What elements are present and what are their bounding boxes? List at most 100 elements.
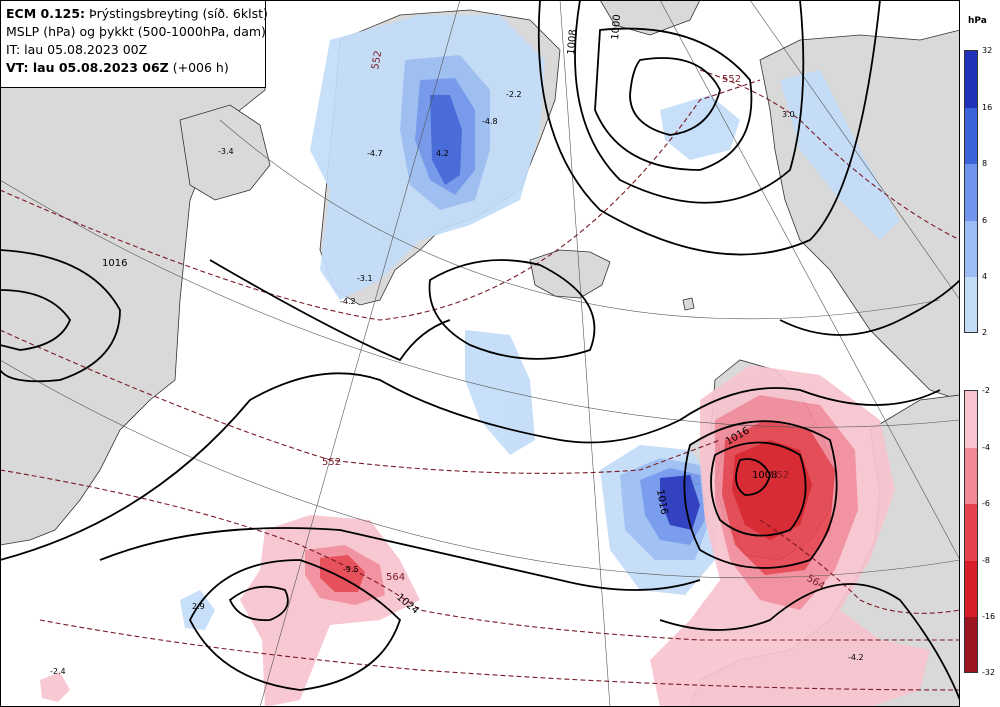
- thickness-label: 552: [322, 457, 341, 468]
- rise-color-32: [965, 51, 977, 108]
- isobar-label: 1008: [566, 29, 579, 55]
- isobar: [574, 0, 805, 204]
- legend-unit: hPa: [968, 16, 987, 26]
- value-label: -4.7: [367, 149, 383, 158]
- thickness-contour: [0, 469, 960, 641]
- isobar: [99, 527, 701, 591]
- fall-color-2: [965, 391, 977, 448]
- fall-color-16: [965, 617, 977, 672]
- value-label: -4.2: [340, 297, 356, 306]
- fall-color-4: [965, 448, 977, 504]
- rise-tick: 4: [982, 272, 988, 281]
- isobar: [537, 0, 881, 256]
- parallel-line: [0, 359, 961, 579]
- rise-area-southwest: [180, 590, 215, 630]
- meridian-line: [749, 0, 961, 301]
- rise-color-16: [965, 108, 977, 164]
- isobar: [0, 289, 72, 351]
- pressure-rise-layer: [180, 15, 900, 630]
- land-svalbard: [599, 0, 701, 36]
- thickness-contour: [759, 519, 961, 614]
- color-legend: hPa 32 16 8 6 4 2 -2 -4 -6 -8 -16 -32: [960, 0, 1000, 707]
- isobar: [629, 57, 721, 136]
- isobar: [228, 585, 289, 622]
- parallel-line: [219, 119, 941, 320]
- isobar-label: 1008: [752, 470, 777, 481]
- isobar: [188, 559, 402, 691]
- value-label: -2.2: [506, 90, 522, 99]
- fall-tick: -4: [982, 443, 990, 452]
- pressure-fall-layer: [40, 365, 930, 707]
- fall-area-far-sw: [40, 672, 70, 702]
- forecast-hour: (+006 h): [172, 60, 229, 75]
- value-label: 2.9: [192, 602, 205, 611]
- fall-tick: -32: [982, 668, 996, 677]
- land-iceland: [529, 249, 611, 299]
- rise-area-atlantic-max: [660, 475, 700, 530]
- isobar: [594, 27, 753, 171]
- rise-colorbar: [964, 50, 978, 333]
- isobar: [0, 249, 121, 383]
- isobar: [0, 372, 941, 561]
- isobar: [209, 259, 451, 362]
- thickness-label: 552: [370, 50, 384, 71]
- isobar: [779, 279, 961, 336]
- isobar-label: 1000: [610, 14, 623, 40]
- fall-area-atlantic-strong: [320, 555, 365, 592]
- fall-color-8: [965, 561, 977, 617]
- title-line: ECM 0.125: Þrýstingsbreyting (síð. 6klst…: [6, 5, 268, 23]
- rise-color-4: [965, 277, 977, 332]
- rise-area-ice-sea: [465, 330, 535, 455]
- thickness-contour: [39, 619, 961, 691]
- rise-color-6: [965, 221, 977, 277]
- subtitle-line: MSLP (hPa) og þykkt (500-1000hPa, dam): [6, 24, 266, 39]
- isobar: [710, 441, 807, 537]
- isobar-label: 1016: [102, 258, 127, 269]
- isobar: [683, 420, 838, 569]
- fall-tick: -8: [982, 556, 990, 565]
- info-box: ECM 0.125: Þrýstingsbreyting (síð. 6klst…: [0, 0, 268, 88]
- rise-tick: 2: [982, 328, 988, 337]
- fall-color-6: [965, 504, 977, 561]
- value-label: -9.5: [343, 565, 359, 574]
- rise-tick: 8: [982, 159, 988, 168]
- rise-area-greenland-max: [430, 95, 462, 185]
- isobar: [659, 583, 961, 701]
- fall-tick: -2: [982, 386, 990, 395]
- meridian-line: [559, 0, 611, 707]
- fall-tick: -16: [982, 612, 996, 621]
- init-time: IT: lau 05.08.2023 00Z: [6, 42, 148, 57]
- meridian-line: [659, 0, 961, 561]
- fall-colorbar: [964, 390, 978, 673]
- thickness-contour: [0, 79, 761, 321]
- value-label: 3.0: [782, 110, 795, 119]
- isobar-layer: [0, 0, 961, 701]
- isobar-label: 1016: [654, 489, 669, 516]
- valid-time-line: VT: lau 05.08.2023 06Z (+006 h): [6, 59, 260, 77]
- isobar: [428, 259, 596, 360]
- parallel-line: [0, 179, 961, 428]
- thickness-label: 552: [722, 74, 741, 85]
- variable-name: Þrýstingsbreyting (síð. 6klst): [89, 6, 268, 21]
- rise-tick: 16: [982, 103, 993, 112]
- value-label: -3.4: [218, 147, 234, 156]
- fall-tick: -6: [982, 499, 990, 508]
- thickness-layer: [0, 69, 961, 691]
- value-label: 4.2: [436, 149, 449, 158]
- thickness-label: 552: [770, 470, 789, 481]
- rise-area-norway: [660, 95, 740, 160]
- rise-area-scandinavia: [780, 70, 900, 240]
- graticule-layer: [0, 0, 961, 707]
- valid-time: VT: lau 05.08.2023 06Z: [6, 60, 169, 75]
- model-name: ECM 0.125:: [6, 6, 86, 21]
- land-faroe: [682, 297, 695, 311]
- value-label: -4.8: [482, 117, 498, 126]
- value-label: -3.1: [357, 274, 373, 283]
- land-baffin: [179, 104, 271, 201]
- value-label: -2.4: [50, 667, 66, 676]
- rise-tick: 32: [982, 46, 993, 55]
- value-label: -4.2: [848, 653, 864, 662]
- rise-color-8: [965, 164, 977, 221]
- thickness-contour: [0, 329, 721, 474]
